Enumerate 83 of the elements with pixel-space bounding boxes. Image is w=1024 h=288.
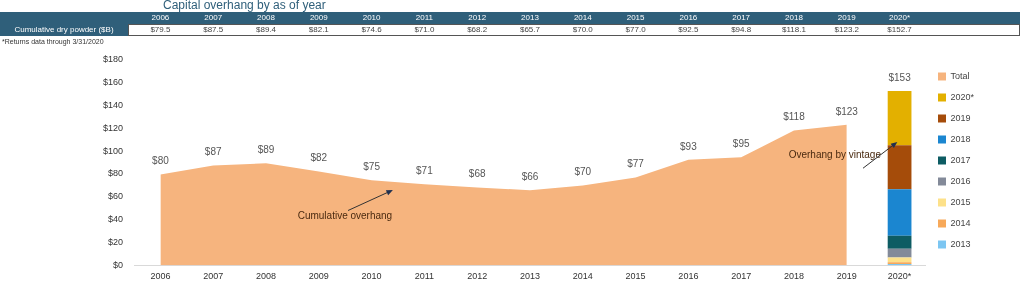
y-tick-label: $0 (113, 259, 124, 270)
y-tick-label: $160 (102, 77, 124, 88)
text: $89.4 (255, 24, 277, 36)
text: $77.0 (625, 24, 646, 36)
text: $74.6 (361, 24, 382, 36)
category-label: 2011 (415, 13, 433, 22)
annotation: Overhang by vintage (788, 148, 881, 160)
y-tick-label: $60 (107, 191, 124, 202)
legend-label: 2015 (950, 196, 971, 207)
y-tick-label: $100 (102, 145, 124, 156)
data-label: $93 (680, 140, 698, 152)
data-label: $82 (310, 152, 328, 164)
category-label: 2016 (679, 13, 698, 22)
x-tick-label: 2009 (308, 271, 329, 282)
text: $82.1 (308, 24, 329, 36)
chart-title: Capital overhang by as of year (163, 0, 326, 12)
legend-label: 2014 (950, 217, 971, 228)
data-label: $95 (732, 137, 750, 149)
x-tick-label: 2017 (731, 271, 752, 282)
category-label: 2020* (889, 13, 911, 22)
legend-label: 2019 (950, 112, 971, 123)
text: $94.8 (731, 24, 752, 36)
x-tick-label: 2018 (783, 271, 804, 282)
text: $79.5 (150, 24, 171, 36)
data-label: $77 (627, 158, 645, 170)
x-tick-label: 2016 (678, 271, 699, 282)
total-label: $153 (888, 71, 912, 83)
legend-label: 2020* (950, 91, 975, 102)
legend-label: 2016 (950, 175, 971, 186)
x-tick-label: 2020* (887, 271, 912, 282)
text: $118.1 (782, 24, 806, 36)
text: $123.2 (834, 24, 859, 36)
category-label: 2013 (521, 13, 539, 22)
y-tick-label: $120 (102, 122, 124, 133)
data-label: $75 (363, 160, 381, 172)
data-label: $87 (204, 146, 222, 158)
y-tick-label: $20 (107, 236, 124, 247)
category-label: 2007 (204, 13, 223, 22)
y-tick-label: $40 (107, 214, 124, 225)
y-tick-label: $180 (102, 54, 124, 65)
data-label: $71 (416, 165, 434, 177)
legend-label: Total (950, 70, 970, 81)
text: Cumulative dry powder ($B) (0, 24, 128, 36)
data-label: $70 (574, 166, 592, 178)
x-tick-label: 2011 (414, 271, 435, 282)
x-tick-label: 2013 (519, 271, 541, 282)
data-label: $123 (835, 105, 859, 117)
text: $71.0 (414, 24, 435, 36)
data-label: $68 (468, 168, 486, 180)
x-tick-label: 2019 (836, 271, 857, 282)
data-label: $89 (257, 144, 275, 156)
data-label: $66 (521, 171, 539, 183)
category-label: 2015 (626, 13, 645, 22)
category-label: 2018 (785, 13, 803, 22)
category-label: 2006 (151, 13, 170, 22)
text: $68.2 (467, 24, 488, 36)
y-tick-label: $80 (107, 168, 124, 179)
category-label: 2012 (468, 13, 487, 22)
text: $87.5 (203, 24, 224, 36)
category-label: 2009 (309, 13, 328, 22)
category-label: 2017 (732, 13, 751, 22)
annotation: Cumulative overhang (297, 210, 393, 222)
category-label: 2010 (362, 13, 381, 22)
data-label: $80 (152, 155, 170, 167)
text: $70.0 (572, 24, 593, 36)
text: $65.7 (519, 24, 540, 36)
x-tick-label: 2010 (361, 271, 382, 282)
x-tick-label: 2007 (203, 271, 224, 282)
x-tick-label: 2012 (467, 271, 488, 282)
x-tick-label: 2015 (625, 271, 646, 282)
x-tick-label: 2006 (150, 271, 171, 282)
x-tick-label: 2008 (256, 271, 277, 282)
text: $152.7 (887, 24, 912, 36)
legend-label: 2017 (950, 154, 971, 165)
legend-label: 2013 (950, 238, 971, 249)
category-label: 2008 (257, 13, 275, 22)
y-tick-label: $140 (102, 100, 124, 111)
text: $92.5 (678, 24, 699, 36)
data-label: $118 (783, 111, 806, 123)
category-label: 2019 (837, 13, 856, 22)
category-label: 2014 (573, 13, 592, 22)
legend-label: 2018 (950, 133, 971, 144)
x-tick-label: 2014 (572, 271, 593, 282)
